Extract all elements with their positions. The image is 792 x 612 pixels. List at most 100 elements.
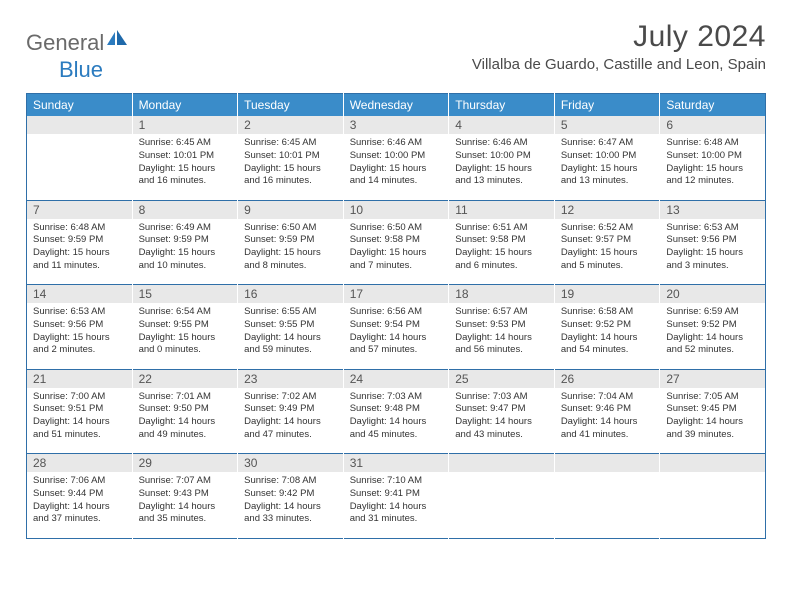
day-cell: Sunrise: 6:57 AMSunset: 9:53 PMDaylight:… — [449, 303, 555, 369]
daylight-line2: and 16 minutes. — [139, 175, 232, 188]
sunset-text: Sunset: 9:46 PM — [561, 403, 654, 416]
daylight-line2: and 47 minutes. — [244, 429, 337, 442]
day-cell: Sunrise: 6:53 AMSunset: 9:56 PMDaylight:… — [27, 303, 133, 369]
daylight-line1: Daylight: 14 hours — [350, 332, 443, 345]
sunrise-text: Sunrise: 6:45 AM — [244, 137, 337, 150]
brand-part2: Blue — [59, 57, 103, 82]
sunrise-text: Sunrise: 6:47 AM — [561, 137, 654, 150]
sunrise-text: Sunrise: 6:46 AM — [350, 137, 443, 150]
sunrise-text: Sunrise: 6:46 AM — [455, 137, 548, 150]
daylight-line1: Daylight: 15 hours — [561, 247, 654, 260]
sunset-text: Sunset: 9:47 PM — [455, 403, 548, 416]
day-content-row: Sunrise: 6:48 AMSunset: 9:59 PMDaylight:… — [27, 219, 766, 285]
date-number-cell — [660, 454, 766, 472]
daylight-line2: and 35 minutes. — [139, 513, 232, 526]
sunrise-text: Sunrise: 7:00 AM — [33, 391, 126, 404]
day-cell: Sunrise: 6:58 AMSunset: 9:52 PMDaylight:… — [554, 303, 660, 369]
daylight-line2: and 11 minutes. — [33, 260, 126, 273]
day-header-thu: Thursday — [449, 94, 555, 117]
sails-icon — [106, 30, 128, 48]
daylight-line2: and 2 minutes. — [33, 344, 126, 357]
daylight-line1: Daylight: 15 hours — [139, 163, 232, 176]
daylight-line1: Daylight: 14 hours — [244, 416, 337, 429]
daylight-line2: and 49 minutes. — [139, 429, 232, 442]
sunset-text: Sunset: 9:52 PM — [561, 319, 654, 332]
daylight-line1: Daylight: 15 hours — [350, 163, 443, 176]
daylight-line1: Daylight: 15 hours — [561, 163, 654, 176]
sunset-text: Sunset: 9:42 PM — [244, 488, 337, 501]
day-cell: Sunrise: 6:52 AMSunset: 9:57 PMDaylight:… — [554, 219, 660, 285]
daylight-line2: and 0 minutes. — [139, 344, 232, 357]
sunrise-text: Sunrise: 6:48 AM — [33, 222, 126, 235]
daylight-line1: Daylight: 15 hours — [139, 247, 232, 260]
date-number-cell: 31 — [343, 454, 449, 472]
day-cell: Sunrise: 7:03 AMSunset: 9:47 PMDaylight:… — [449, 388, 555, 454]
sunset-text: Sunset: 9:53 PM — [455, 319, 548, 332]
date-number-cell: 21 — [27, 370, 133, 388]
daylight-line2: and 43 minutes. — [455, 429, 548, 442]
date-number-cell: 20 — [660, 285, 766, 303]
daylight-line2: and 8 minutes. — [244, 260, 337, 273]
daylight-line1: Daylight: 15 hours — [666, 247, 759, 260]
sunset-text: Sunset: 9:59 PM — [139, 234, 232, 247]
daylight-line2: and 54 minutes. — [561, 344, 654, 357]
sunrise-text: Sunrise: 7:05 AM — [666, 391, 759, 404]
sunrise-text: Sunrise: 6:45 AM — [139, 137, 232, 150]
date-number-row: 21222324252627 — [27, 370, 766, 388]
sunset-text: Sunset: 10:00 PM — [350, 150, 443, 163]
sunset-text: Sunset: 9:59 PM — [33, 234, 126, 247]
daylight-line2: and 57 minutes. — [350, 344, 443, 357]
daylight-line1: Daylight: 15 hours — [33, 332, 126, 345]
calendar-page: General July 2024 Villalba de Guardo, Ca… — [0, 0, 792, 559]
day-content-row: Sunrise: 6:53 AMSunset: 9:56 PMDaylight:… — [27, 303, 766, 369]
day-header-fri: Friday — [554, 94, 660, 117]
day-cell: Sunrise: 7:06 AMSunset: 9:44 PMDaylight:… — [27, 472, 133, 538]
daylight-line2: and 13 minutes. — [561, 175, 654, 188]
day-cell: Sunrise: 7:07 AMSunset: 9:43 PMDaylight:… — [132, 472, 238, 538]
sunrise-text: Sunrise: 6:56 AM — [350, 306, 443, 319]
sunset-text: Sunset: 9:55 PM — [139, 319, 232, 332]
daylight-line1: Daylight: 14 hours — [33, 416, 126, 429]
daylight-line2: and 7 minutes. — [350, 260, 443, 273]
daylight-line1: Daylight: 14 hours — [350, 501, 443, 514]
daylight-line2: and 39 minutes. — [666, 429, 759, 442]
location-text: Villalba de Guardo, Castille and Leon, S… — [472, 56, 766, 73]
daylight-line1: Daylight: 14 hours — [139, 416, 232, 429]
sunrise-text: Sunrise: 7:08 AM — [244, 475, 337, 488]
calendar-body: 123456Sunrise: 6:45 AMSunset: 10:01 PMDa… — [27, 116, 766, 538]
daylight-line1: Daylight: 14 hours — [561, 416, 654, 429]
daylight-line2: and 10 minutes. — [139, 260, 232, 273]
daylight-line2: and 51 minutes. — [33, 429, 126, 442]
sunrise-text: Sunrise: 6:53 AM — [33, 306, 126, 319]
sunset-text: Sunset: 9:56 PM — [33, 319, 126, 332]
daylight-line1: Daylight: 15 hours — [33, 247, 126, 260]
date-number-row: 14151617181920 — [27, 285, 766, 303]
brand-part1: General — [26, 30, 104, 56]
daylight-line2: and 59 minutes. — [244, 344, 337, 357]
daylight-line2: and 6 minutes. — [455, 260, 548, 273]
daylight-line2: and 14 minutes. — [350, 175, 443, 188]
sunset-text: Sunset: 9:41 PM — [350, 488, 443, 501]
daylight-line1: Daylight: 14 hours — [244, 332, 337, 345]
daylight-line1: Daylight: 14 hours — [561, 332, 654, 345]
sunrise-text: Sunrise: 6:59 AM — [666, 306, 759, 319]
day-cell: Sunrise: 6:47 AMSunset: 10:00 PMDaylight… — [554, 134, 660, 200]
day-cell: Sunrise: 6:46 AMSunset: 10:00 PMDaylight… — [343, 134, 449, 200]
date-number-cell: 17 — [343, 285, 449, 303]
day-cell — [27, 134, 133, 200]
sunset-text: Sunset: 9:44 PM — [33, 488, 126, 501]
daylight-line2: and 45 minutes. — [350, 429, 443, 442]
date-number-cell: 15 — [132, 285, 238, 303]
date-number-cell: 16 — [238, 285, 344, 303]
sunrise-text: Sunrise: 6:57 AM — [455, 306, 548, 319]
day-cell: Sunrise: 7:01 AMSunset: 9:50 PMDaylight:… — [132, 388, 238, 454]
date-number-cell: 24 — [343, 370, 449, 388]
day-cell: Sunrise: 6:50 AMSunset: 9:58 PMDaylight:… — [343, 219, 449, 285]
daylight-line1: Daylight: 14 hours — [33, 501, 126, 514]
day-cell: Sunrise: 6:45 AMSunset: 10:01 PMDaylight… — [132, 134, 238, 200]
sunset-text: Sunset: 10:00 PM — [455, 150, 548, 163]
date-number-cell: 2 — [238, 116, 344, 134]
month-title: July 2024 — [472, 20, 766, 54]
day-cell: Sunrise: 6:45 AMSunset: 10:01 PMDaylight… — [238, 134, 344, 200]
day-cell: Sunrise: 6:48 AMSunset: 10:00 PMDaylight… — [660, 134, 766, 200]
